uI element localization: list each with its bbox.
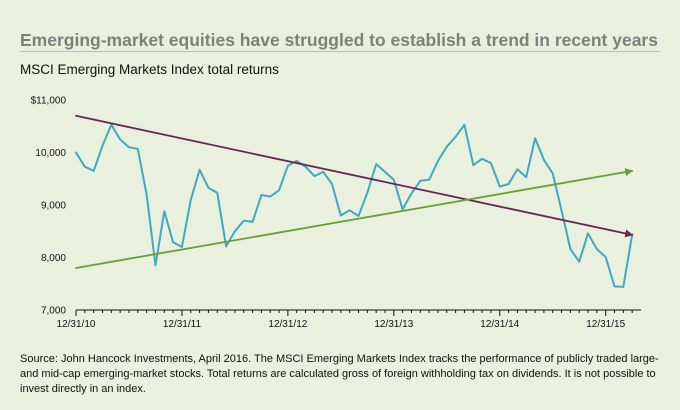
- upward-trend-line: [75, 168, 634, 269]
- x-tick-label: 12/31/10: [57, 319, 96, 330]
- x-tick-label: 12/31/15: [586, 319, 625, 330]
- series-layer: [75, 114, 634, 288]
- x-tick-label: 12/31/11: [163, 319, 202, 330]
- y-tick-label: $11,000: [31, 96, 67, 107]
- x-axis-ticks: [75, 310, 633, 316]
- headline-divider: [20, 51, 660, 52]
- y-tick-label: 8,000: [41, 253, 66, 264]
- source-footnote: Source: John Hancock Investments, April …: [20, 353, 659, 395]
- y-tick-label: 10,000: [35, 148, 66, 159]
- x-tick-label: 12/31/13: [374, 319, 413, 330]
- x-tick-label: 12/31/14: [480, 319, 519, 330]
- x-axis-labels: 12/31/10 12/31/11 12/31/12 12/31/13 12/31/14…: [57, 319, 626, 330]
- chart-headline: Emerging-market equities have struggled …: [20, 30, 658, 50]
- y-tick-label: 7,000: [41, 306, 66, 317]
- chart-subtitle: MSCI Emerging Markets Index total return…: [20, 62, 279, 77]
- index-series-line: [75, 123, 634, 288]
- x-tick-label: 12/31/12: [268, 319, 307, 330]
- downward-trend-line: [75, 114, 634, 238]
- y-axis-labels: $11,000 10,000 9,000 8,000 7,000: [31, 96, 67, 317]
- y-tick-label: 9,000: [41, 201, 66, 212]
